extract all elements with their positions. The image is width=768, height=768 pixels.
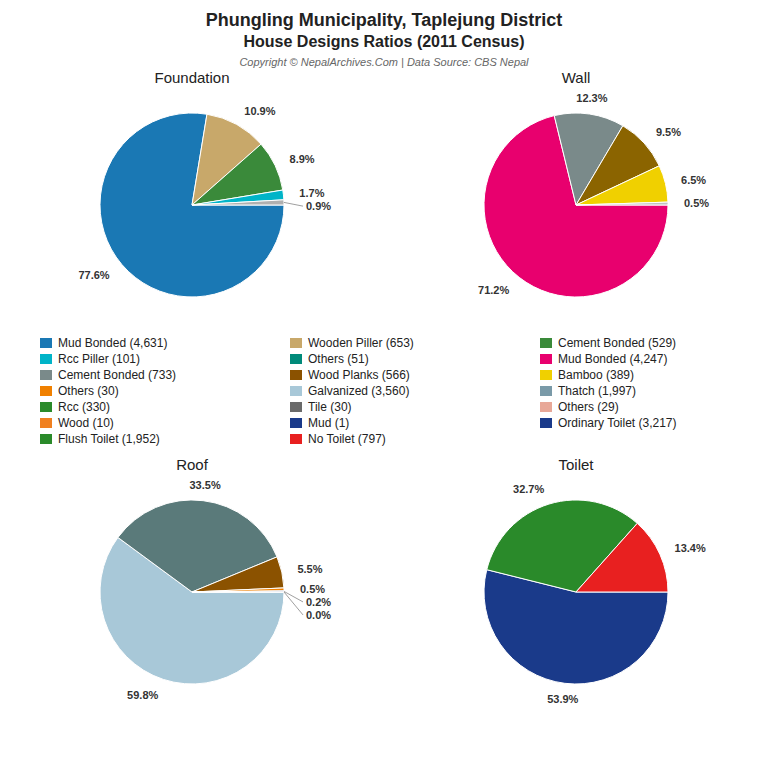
legend-label: Others (51): [308, 352, 369, 366]
legend-swatch: [290, 402, 302, 412]
pie-slice: [576, 166, 668, 205]
data-label: 10.9%: [244, 105, 275, 117]
legend-swatch: [540, 370, 552, 380]
data-label: 5.5%: [297, 563, 322, 575]
subtitle: House Designs Ratios (2011 Census): [244, 33, 525, 50]
pie-title: Wall: [562, 69, 591, 86]
legend-label: Wooden Piller (653): [308, 336, 414, 350]
data-label: 71.2%: [478, 284, 509, 296]
pie-title: Foundation: [154, 69, 229, 86]
pie-title: Roof: [176, 456, 209, 473]
legend-label: Others (29): [558, 400, 619, 414]
annotation: Copyright © NepalArchives.Com | Data Sou…: [239, 56, 529, 68]
pie-slice: [576, 202, 668, 205]
legend-label: Wood (10): [58, 416, 114, 430]
data-label: 12.3%: [576, 92, 607, 104]
pie-slice: [576, 523, 668, 592]
data-label: 8.9%: [290, 153, 315, 165]
pie-chart: Toilet 53.9% 32.7% 13.4%: [484, 456, 706, 705]
legend-label: Rcc (330): [58, 400, 110, 414]
pie-slice: [192, 190, 284, 205]
legend-label: Mud Bonded (4,631): [58, 336, 167, 350]
legend-label: Galvanized (3,560): [308, 384, 409, 398]
background: [0, 0, 768, 768]
legend-label: Cement Bonded (733): [58, 368, 176, 382]
legend-swatch: [290, 354, 302, 364]
legend-label: Rcc Piller (101): [58, 352, 140, 366]
data-label: 0.5%: [300, 583, 325, 595]
legend-label: Thatch (1,997): [558, 384, 636, 398]
legend-swatch: [40, 386, 52, 396]
pie-slice: [192, 200, 284, 205]
pie-slice: [192, 591, 284, 592]
legend-swatch: [540, 418, 552, 428]
pie-chart: Foundation 77.6% 10.9% 8.9% 1.7%0.9%: [78, 69, 331, 297]
pie-slice: [192, 588, 284, 592]
legend-label: Cement Bonded (529): [558, 336, 676, 350]
legend-label: Mud (1): [308, 416, 349, 430]
leader-line: [284, 591, 303, 602]
legend-swatch: [40, 370, 52, 380]
data-label: 0.2%: [306, 596, 331, 608]
data-label: 6.5%: [681, 174, 706, 186]
legend-swatch: [40, 418, 52, 428]
legend-swatch: [290, 370, 302, 380]
data-label: 32.7%: [513, 483, 544, 495]
legend-label: Wood Planks (566): [308, 368, 410, 382]
legend-label: Mud Bonded (4,247): [558, 352, 667, 366]
pie-chart: Roof 59.8% 33.5% 5.5% 0.5%0.2%0.0%: [100, 456, 331, 701]
data-label: 1.7%: [299, 187, 324, 199]
legend-swatch: [40, 354, 52, 364]
legend-swatch: [40, 434, 52, 444]
pie-slice: [192, 557, 284, 592]
legend-label: Flush Toilet (1,952): [58, 432, 160, 446]
data-label: 53.9%: [547, 693, 578, 705]
leader-line: [284, 202, 303, 206]
legend-swatch: [540, 338, 552, 348]
data-label: 0.9%: [306, 200, 331, 212]
pie-chart: Wall 71.2% 12.3% 9.5% 6.5% 0.5%: [478, 69, 709, 297]
pie-slice: [192, 592, 284, 593]
legend-swatch: [40, 402, 52, 412]
legend-label: Tile (30): [308, 400, 352, 414]
data-label: 0.0%: [306, 609, 331, 621]
leader-line: [284, 592, 303, 615]
legend: Mud Bonded (4,631) Wooden Piller (653) Cem…: [40, 336, 677, 446]
legend-swatch: [290, 418, 302, 428]
legend-swatch: [540, 354, 552, 364]
pie-title: Toilet: [558, 456, 594, 473]
legend-label: Bamboo (389): [558, 368, 634, 382]
pie-slice: [100, 113, 284, 297]
data-label: 0.5%: [684, 197, 709, 209]
data-label: 33.5%: [189, 479, 220, 491]
chart-root: Phungling Municipality, Taplejung Distri…: [0, 0, 768, 768]
legend-swatch: [290, 434, 302, 444]
legend-swatch: [540, 386, 552, 396]
data-label: 13.4%: [675, 542, 706, 554]
legend-swatch: [40, 338, 52, 348]
data-label: 9.5%: [656, 126, 681, 138]
data-label: 59.8%: [127, 689, 158, 701]
legend-swatch: [290, 338, 302, 348]
data-label: 77.6%: [78, 269, 109, 281]
legend-label: Ordinary Toilet (3,217): [558, 416, 677, 430]
legend-label: No Toilet (797): [308, 432, 386, 446]
legend-swatch: [290, 386, 302, 396]
legend-label: Others (30): [58, 384, 119, 398]
legend-swatch: [540, 402, 552, 412]
title: Phungling Municipality, Taplejung Distri…: [206, 10, 562, 30]
